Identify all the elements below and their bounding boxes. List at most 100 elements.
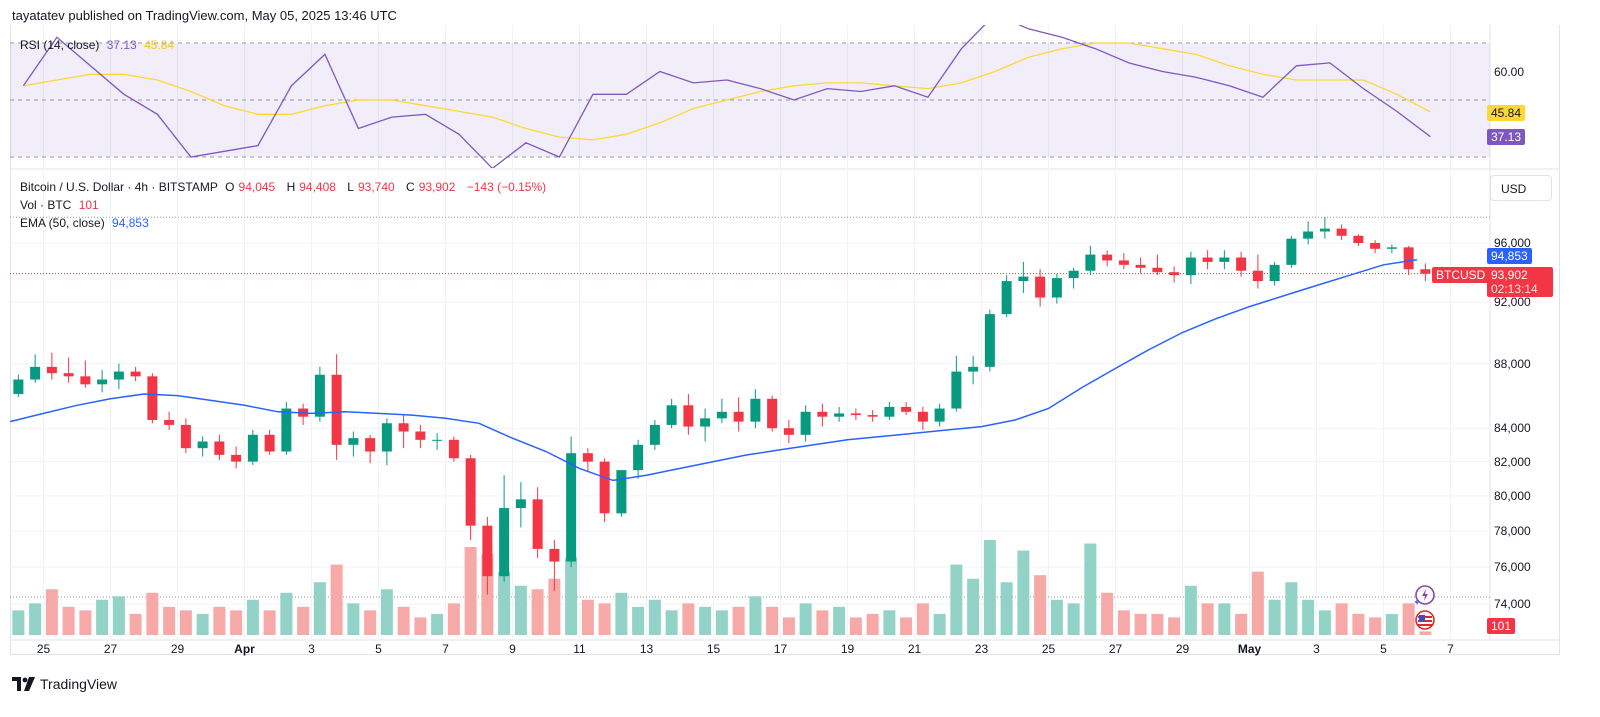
volume-bar [62,606,75,635]
volume-bar [1369,617,1382,635]
candle-body [465,458,476,526]
volume-bar [632,606,645,635]
price-label: 88,000 [1494,356,1531,371]
volume-bar [313,582,326,635]
rsi-axis-label: 60.00 [1494,65,1525,79]
time-label: 19 [840,642,855,656]
lightning-icon[interactable] [1414,584,1436,606]
candle-body [1370,243,1381,249]
time-label: 7 [442,642,449,656]
candle-body [1386,247,1397,249]
candle-body [1252,270,1263,282]
ema-value: 94,853 [112,216,149,230]
time-label: 27 [1108,642,1123,656]
tradingview-logo-icon [12,677,35,691]
candle-body [984,314,995,367]
candle-body [783,428,794,435]
us-flag-icon[interactable] [1414,609,1436,631]
volume-bar [447,603,460,635]
volume-bar [12,610,25,635]
candle-body [381,423,392,452]
price-label: 96,000 [1494,236,1531,250]
volume-legend[interactable]: Vol · BTC 101 [20,198,103,212]
volume-bar [1402,603,1415,635]
volume-bar [364,610,377,635]
volume-bar [1352,613,1365,635]
price-badge: 93,902 02:13:14 [1487,267,1553,297]
candle-body [800,411,811,435]
candle-body [917,411,928,422]
candle-body [63,373,74,377]
volume-bar [1335,603,1348,635]
rsi-badge: 37.13 [1487,129,1526,145]
price-label: 82,000 [1494,454,1531,469]
time-label: 27 [103,642,118,656]
candle-body [1018,276,1029,282]
volume-bar [581,599,594,635]
candle-body [683,405,694,427]
candle-body [415,431,426,440]
volume-bar [565,557,578,635]
volume-badge: 101 [1487,618,1516,634]
candle-body [130,371,141,377]
candle-body [147,376,158,420]
volume-bar [682,603,695,635]
rsi-legend[interactable]: RSI (14, close) 37.13 45.84 [20,38,178,52]
volume-bar [665,610,678,635]
candle-body [750,398,761,422]
ema-legend[interactable]: EMA (50, close) 94,853 [20,216,153,230]
volume-bar [699,606,712,635]
volume-bar [230,610,243,635]
candle-body [46,366,57,374]
volume-bar [1034,575,1047,635]
candle-body [1001,281,1012,315]
candle-body [1185,257,1196,276]
volume-bar [900,617,913,635]
candle-body [850,413,861,416]
candle-body [314,374,325,417]
candle-body [1219,257,1230,262]
rsi-ma-badge: 45.84 [1487,105,1526,121]
volume-bar [598,603,611,635]
time-label: 9 [509,642,516,656]
volume-bar [849,617,862,635]
candle-body [1202,257,1213,262]
volume-bar [163,606,176,635]
currency-button[interactable]: USD [1490,175,1552,201]
rsi-pane [10,25,1490,168]
time-label: 23 [974,642,989,656]
volume-bar [1268,599,1281,635]
volume-bar [1419,631,1432,635]
volume-bar [179,610,192,635]
ema-title: EMA (50, close) [20,216,105,230]
candle-body [1051,278,1062,298]
candle-body [80,376,91,385]
candle-body [1035,276,1046,298]
volume-bar [297,606,310,635]
time-label: 15 [706,642,721,656]
volume-bar [548,578,561,635]
candle-body [13,379,24,394]
candle-body [1420,269,1431,274]
price-label: 92,000 [1494,295,1531,310]
volume-bar [1084,543,1097,635]
candle-body [934,408,945,422]
candle-body [1286,238,1297,265]
volume-bar [715,610,728,635]
volume-bar [45,589,58,635]
candle-body [884,406,895,417]
ohlc-low: L 93,740 [347,180,398,194]
candle-body [247,434,258,462]
price-label: 84,000 [1494,421,1531,436]
candle-body [951,371,962,409]
volume-bar [514,585,527,635]
time-label: 5 [1380,642,1387,656]
close-label: C [406,180,415,194]
volume-bar [1101,592,1114,635]
candle-body [1303,231,1314,239]
volume-bar [732,606,745,635]
bar-countdown: 02:13:14 [1491,282,1538,296]
volume-bar [866,613,879,635]
